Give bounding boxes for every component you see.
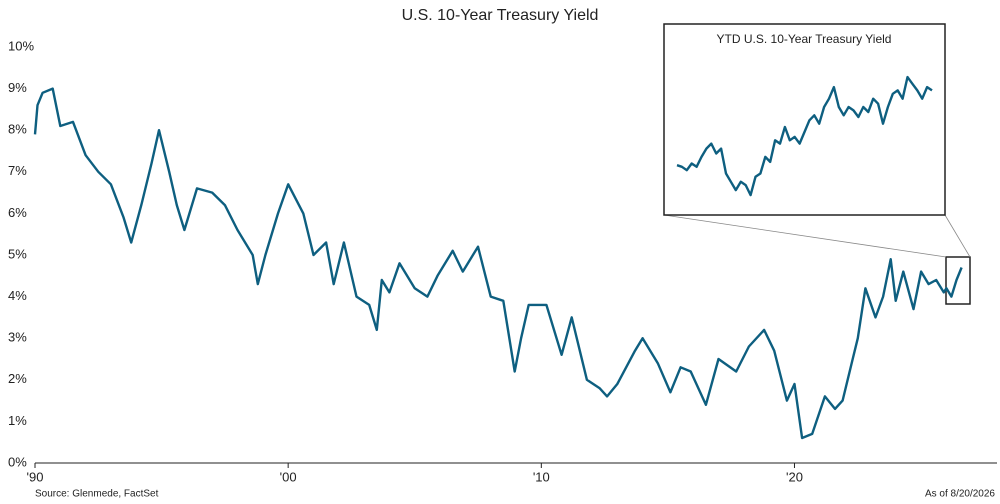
x-tick-label: '20: [786, 469, 803, 484]
data-line: [676, 75, 933, 197]
y-tick-label: 4%: [8, 288, 27, 303]
x-tick-label: '00: [280, 469, 297, 484]
y-tick-label: 6%: [8, 205, 27, 220]
source-note: Source: Glenmede, FactSet: [35, 489, 159, 500]
chart-title: U.S. 10-Year Treasury Yield: [402, 7, 599, 24]
x-tick-label: '10: [533, 469, 550, 484]
y-tick-label: 1%: [8, 413, 27, 428]
zoom-box: [945, 256, 971, 305]
inset-title: YTD U.S. 10-Year Treasury Yield: [717, 32, 892, 46]
y-tick-label: 10%: [8, 38, 34, 53]
y-tick-label: 0%: [8, 454, 27, 469]
y-tick-label: 3%: [8, 330, 27, 345]
date-note: As of 8/20/2026: [925, 489, 995, 500]
y-tick-label: 7%: [8, 163, 27, 178]
y-tick-label: 5%: [8, 246, 27, 261]
y-tick-label: 2%: [8, 371, 27, 386]
y-tick-label: 8%: [8, 122, 27, 137]
y-tick-label: 9%: [8, 80, 27, 95]
inset-box: [663, 23, 946, 216]
connector: [663, 214, 947, 258]
connector: [944, 214, 971, 258]
x-tick-label: '90: [27, 469, 44, 484]
data-line: [33, 87, 963, 440]
